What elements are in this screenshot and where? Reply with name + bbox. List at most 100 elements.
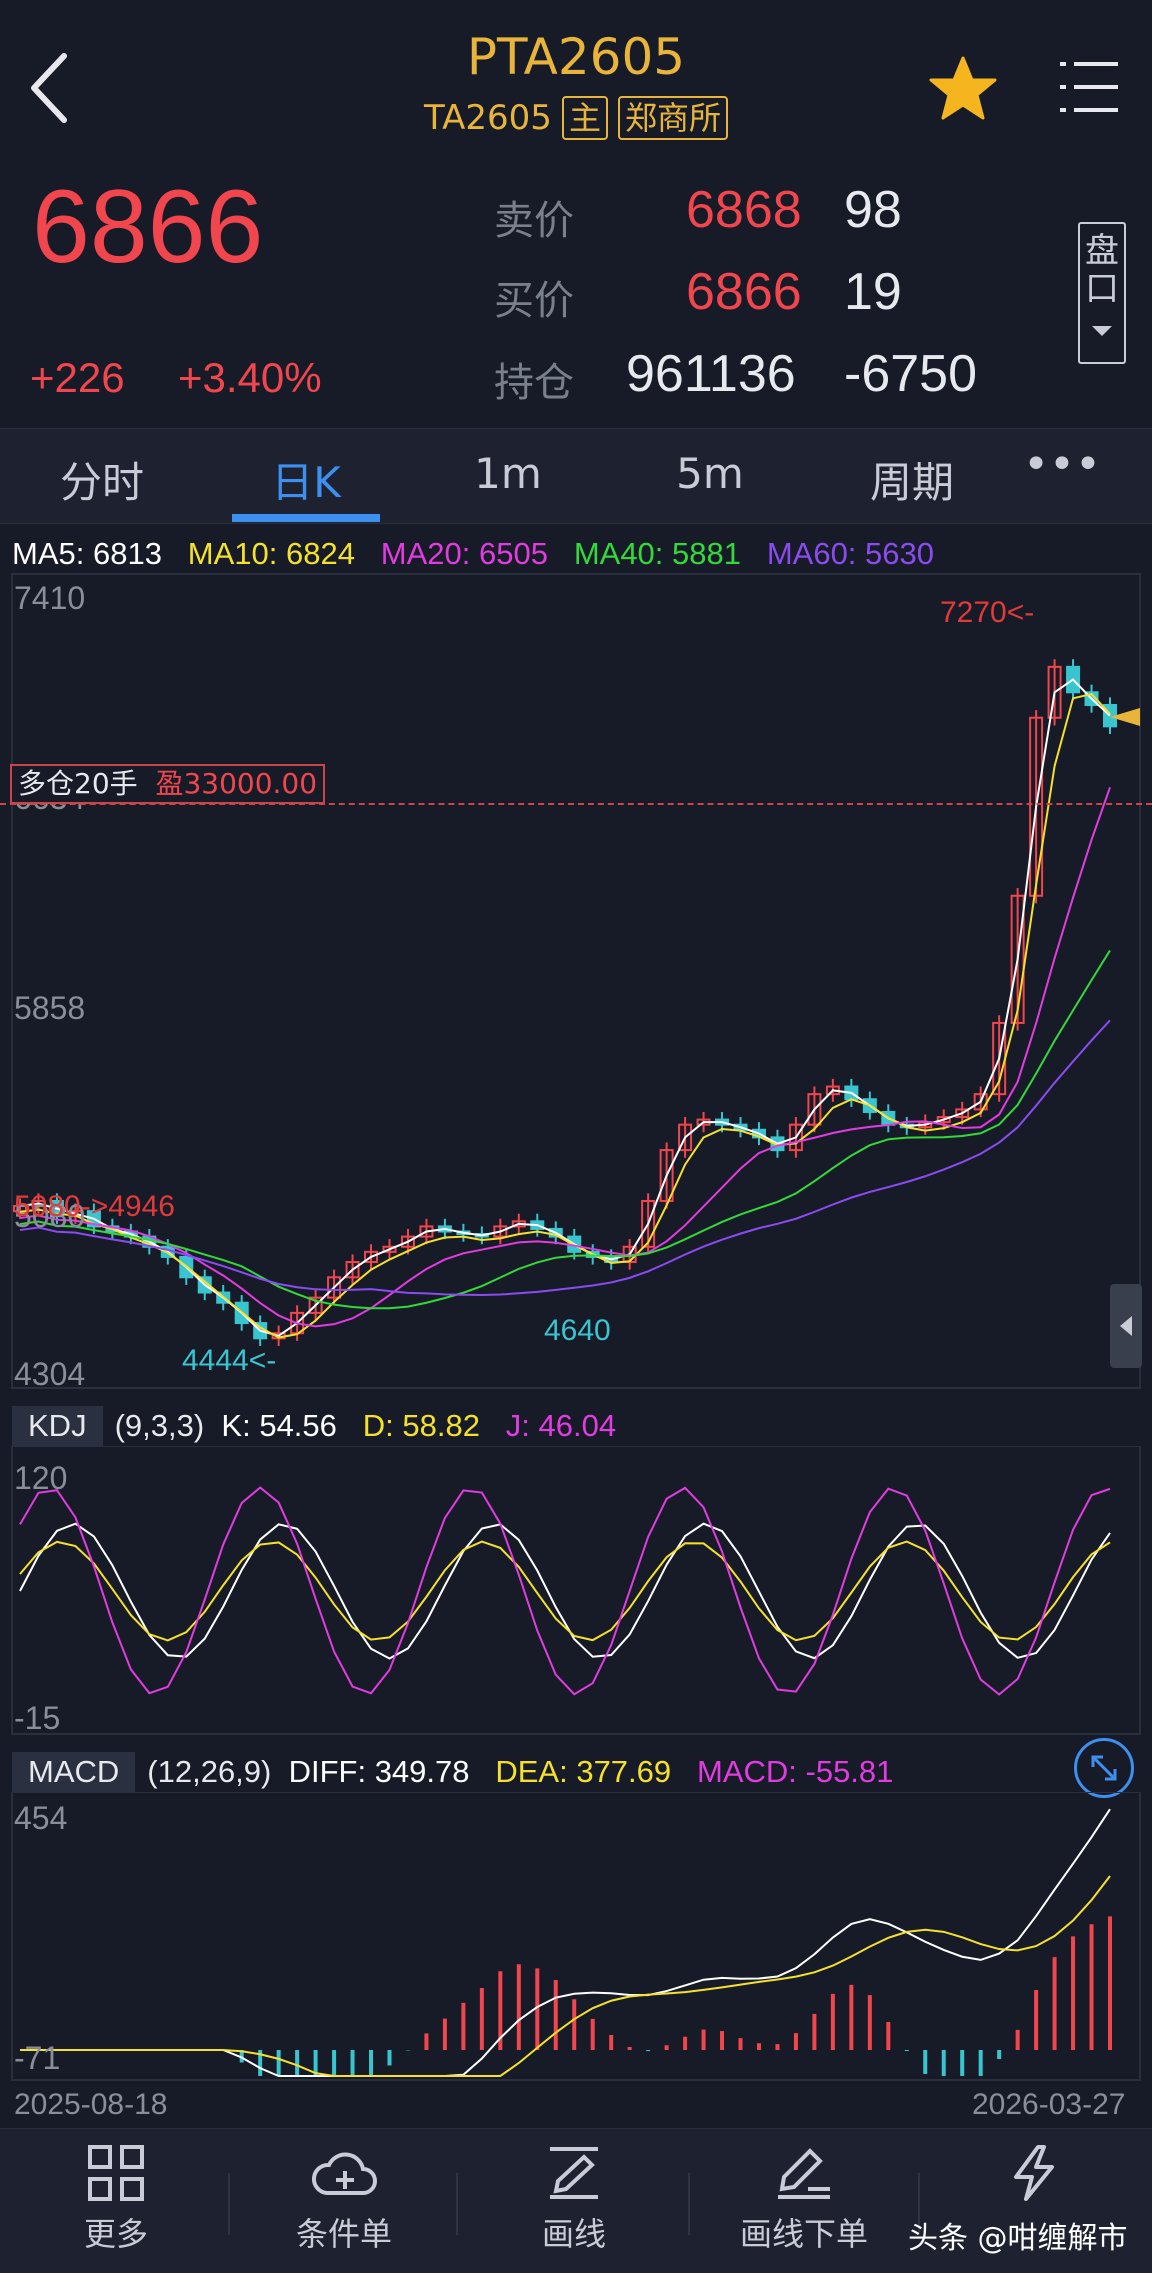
ma10-line (19, 692, 1111, 1339)
macd-header: MACD (12,26,9) DIFF: 349.78 DEA: 377.69 M… (12, 1752, 893, 1792)
expand-icon[interactable] (1074, 1738, 1134, 1798)
pen-order-icon (778, 2148, 830, 2199)
ma40-line (19, 949, 1111, 1310)
low-annotation: 4444<- (182, 1344, 277, 1377)
position-tag[interactable]: 多仓20手 盈33000.00 (10, 764, 326, 804)
open-interest-label: 持仓 (494, 360, 574, 406)
bottom-toolbar: 更多 条件单 画线 画线下单 头条 @咁缠解市 (0, 2128, 1152, 2273)
kdj-j: J: 46.04 (505, 1408, 617, 1443)
side-panel-toggle[interactable] (1110, 1284, 1142, 1368)
candlestick-chart[interactable] (0, 528, 1152, 1394)
candle (788, 1123, 803, 1152)
ma20-value: MA20: 6505 (380, 536, 548, 571)
candle (1010, 894, 1025, 1024)
price-axis-label: 5080 (14, 1198, 86, 1234)
bid-price: 6866 (686, 263, 802, 321)
back-icon[interactable] (26, 50, 76, 126)
diff-line (20, 1808, 1111, 2077)
contract-subtitle: TA2605 主郑商所 (0, 96, 1152, 140)
candle (678, 1123, 693, 1152)
tab-period[interactable]: 周期 (869, 458, 954, 507)
start-annotation: 5080->4946 (14, 1190, 175, 1223)
draw-line-order-button[interactable]: 画线下单 (704, 2143, 904, 2255)
position-price-line (0, 803, 1152, 805)
open-interest-change: -6750 (844, 345, 977, 403)
cloud-plus-icon (311, 2152, 377, 2195)
open-interest: 961136 (626, 345, 796, 403)
macd-params: (12,26,9) (147, 1754, 272, 1789)
candle (364, 1250, 379, 1264)
candle (400, 1235, 415, 1248)
position-pnl: 盈33000.00 (155, 767, 318, 800)
price-axis-label: 5858 (14, 990, 86, 1026)
candle (382, 1245, 397, 1253)
main-contract-tag: 主 (561, 96, 608, 140)
draw-line-order-label: 画线下单 (739, 2215, 868, 2253)
mid-low-annotation: 4640 (544, 1314, 611, 1347)
candle (1047, 665, 1062, 719)
kdj-indicator-selector[interactable]: KDJ (12, 1406, 103, 1446)
price-axis-label: 7410 (14, 580, 86, 616)
candle (345, 1261, 360, 1279)
draw-line-label: 画线 (541, 2215, 606, 2253)
high-annotation: 7270<- (940, 596, 1035, 629)
candle (641, 1199, 656, 1248)
macd-axis-top: 454 (14, 1800, 68, 1836)
start-date: 2025-08-18 (14, 2088, 168, 2121)
favorite-star-icon[interactable] (928, 54, 998, 124)
ma-lines-group (19, 678, 1111, 1339)
bid-label: 买价 (494, 278, 574, 324)
ma5-line (19, 678, 1111, 1337)
candle (936, 1116, 951, 1124)
ma20-line (19, 786, 1111, 1328)
kdj-axis-top: 120 (14, 1460, 68, 1496)
dea-line (20, 1875, 1111, 2077)
candle (955, 1108, 970, 1119)
candle (493, 1225, 508, 1238)
kdj-axis-bottom: -15 (14, 1700, 61, 1736)
ma60-value: MA60: 5630 (766, 536, 934, 571)
active-tab-indicator (232, 514, 380, 522)
ask-volume: 98 (844, 181, 902, 239)
tab-1m[interactable]: 1m (474, 449, 542, 498)
ma5-value: MA5: 6813 (12, 536, 162, 571)
order-book-label: 盘口 (1085, 231, 1119, 309)
order-book-button[interactable]: 盘口 (1078, 222, 1126, 364)
macd-indicator-selector[interactable]: MACD (12, 1752, 136, 1792)
ma10-value: MA10: 6824 (187, 536, 355, 571)
ma60-line (19, 1019, 1111, 1297)
conditional-order-button[interactable]: 条件单 (244, 2143, 444, 2255)
contract-code: TA2605 (424, 98, 552, 138)
macd-dea: DEA: 377.69 (495, 1754, 672, 1789)
draw-line-button[interactable]: 画线 (474, 2143, 674, 2255)
candle (1029, 716, 1044, 897)
tab-daily-k[interactable]: 日K (271, 458, 341, 507)
menu-icon[interactable] (1058, 56, 1120, 118)
macd-chart[interactable] (0, 1792, 1152, 2082)
tab-intraday[interactable]: 分时 (59, 458, 144, 507)
flash-order-button[interactable] (934, 2143, 1134, 2209)
grid-icon (88, 2145, 144, 2201)
ma40-value: MA40: 5881 (573, 536, 741, 571)
candle (659, 1149, 674, 1202)
kdj-k: K: 54.56 (221, 1408, 337, 1443)
candle (308, 1296, 323, 1314)
d-line (19, 1540, 1111, 1642)
position-size: 多仓20手 (18, 767, 138, 800)
more-button[interactable]: 更多 (16, 2143, 216, 2255)
price-change: +226 (30, 354, 125, 401)
ma-legend: MA5: 6813 MA10: 6824 MA20: 6505 MA40: 58… (12, 536, 934, 572)
macd-value: MACD: -55.81 (697, 1754, 894, 1789)
price-change-pct: +3.40% (178, 354, 322, 401)
kdj-chart[interactable] (0, 1446, 1152, 1736)
macd-diff: DIFF: 349.78 (288, 1754, 470, 1789)
kdj-header: KDJ (9,3,3) K: 54.56 D: 58.82 J: 46.04 (12, 1406, 616, 1446)
tab-5m[interactable]: 5m (676, 449, 744, 498)
pen-icon (550, 2147, 598, 2199)
candle (327, 1276, 342, 1299)
candle (807, 1093, 822, 1126)
more-tabs-icon[interactable]: ••• (1023, 439, 1101, 490)
lightning-icon (1014, 2145, 1054, 2201)
k-line (19, 1522, 1111, 1660)
kdj-d: D: 58.82 (362, 1408, 480, 1443)
